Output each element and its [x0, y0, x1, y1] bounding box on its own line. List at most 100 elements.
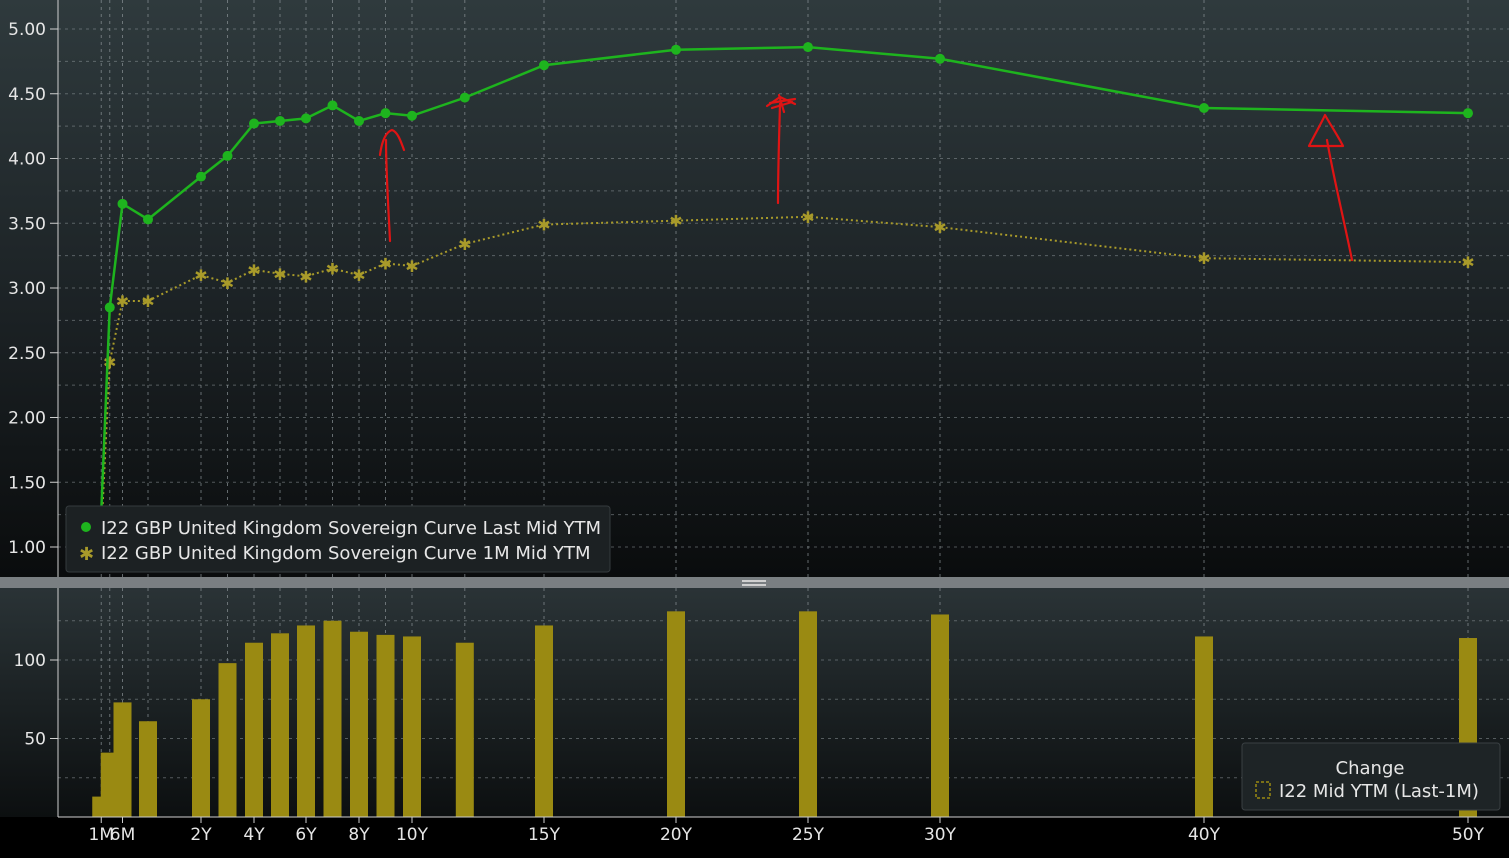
- series-1m-point: ✱: [247, 261, 260, 280]
- series-lines: ✱✱✱✱✱✱✱✱✱✱✱✱✱✱✱✱✱✱✱✱: [95, 42, 1475, 544]
- series-1m-point: ✱: [1461, 253, 1474, 272]
- series-last-point: [249, 118, 259, 129]
- annotation-arrow-stroke: [776, 102, 782, 205]
- annotation-arrow-stroke: [768, 93, 797, 114]
- series-1m-point: ✱: [221, 274, 234, 293]
- bar-legend: Change I22 Mid YTM (Last-1M): [1241, 742, 1501, 811]
- change-bar: [218, 663, 237, 817]
- series-1m-point: ✱: [299, 267, 312, 286]
- series-last-point: [935, 53, 945, 64]
- change-bar: [376, 634, 395, 817]
- series-last-line: [100, 45, 1469, 513]
- bar-legend-box: [1241, 742, 1501, 811]
- line-legend-box: [65, 505, 611, 573]
- annotation-layer: [378, 93, 1354, 262]
- change-bar: [139, 721, 157, 817]
- change-bar: [245, 642, 263, 817]
- bar-legend-label: I22 Mid YTM (Last-1M): [1279, 781, 1479, 802]
- change-bar: [271, 633, 289, 817]
- change-bar: [1195, 636, 1213, 817]
- top-gridlines: [58, 0, 1509, 577]
- series-last-point: [803, 42, 813, 53]
- series-last-point: [407, 110, 417, 121]
- x-tick-label: 30Y: [924, 825, 957, 845]
- divider-grip[interactable]: [742, 580, 766, 582]
- change-bar: [535, 625, 553, 817]
- x-tick-label: 8Y: [348, 825, 370, 845]
- change-bar: [403, 636, 421, 817]
- top-ytick-label: 3.00: [8, 279, 46, 299]
- series-last-point: [143, 214, 153, 225]
- series-1m-point: ✱: [352, 266, 365, 285]
- change-bar: [192, 699, 210, 817]
- series-last-point: [1199, 102, 1209, 113]
- change-bar: [297, 625, 315, 817]
- x-tick-label: 1M: [89, 825, 114, 845]
- series-last-point: [539, 60, 549, 71]
- x-tick-label: 10Y: [396, 825, 429, 845]
- change-bars: [92, 611, 1477, 817]
- legend-marker-last: [81, 522, 91, 532]
- bottom-ytick-label: 100: [14, 651, 46, 671]
- series-last-point: [354, 115, 364, 126]
- series-1m-point: ✱: [273, 265, 286, 284]
- series-last-point: [671, 44, 681, 55]
- series-1m-point: ✱: [669, 212, 682, 231]
- legend-label-1m: I22 GBP United Kingdom Sovereign Curve 1…: [101, 543, 591, 564]
- series-1m-point: ✱: [933, 218, 946, 237]
- series-last-point: [327, 100, 338, 111]
- series-1m-point: ✱: [458, 235, 471, 254]
- annotation-arrow-stroke: [1325, 138, 1354, 262]
- divider-bar[interactable]: [0, 577, 1509, 588]
- series-last-point: [459, 92, 470, 103]
- bottom-y-axis: 50 100: [14, 651, 58, 750]
- top-ytick-label: 4.00: [8, 150, 46, 170]
- x-tick-label: 2Y: [190, 825, 212, 845]
- line-legend: I22 GBP United Kingdom Sovereign Curve L…: [65, 505, 611, 573]
- annotation-arrow-stroke: [384, 138, 392, 243]
- divider-grip-2[interactable]: [742, 584, 766, 586]
- bar-legend-swatch: [1255, 781, 1271, 799]
- series-1m-point: ✱: [103, 353, 116, 372]
- top-y-axis: 1.00 1.50 2.00 2.50 3.00 3.50 4.00 4.50 5.00: [8, 20, 58, 558]
- change-bar: [323, 620, 342, 817]
- change-bar: [799, 611, 817, 817]
- change-bar: [931, 614, 949, 817]
- x-tick-label: 20Y: [660, 825, 693, 845]
- series-1m-point: ✱: [141, 292, 154, 311]
- panel-divider[interactable]: [0, 577, 1509, 588]
- top-ytick-label: 4.50: [8, 85, 46, 105]
- x-tick-label: 40Y: [1188, 825, 1221, 845]
- change-bar: [667, 611, 685, 817]
- top-ytick-label: 1.50: [8, 473, 46, 493]
- series-last-point: [196, 171, 206, 182]
- top-ytick-label: 3.50: [8, 214, 46, 234]
- series-1m-point: ✱: [1197, 249, 1210, 268]
- series-1m-point: ✱: [537, 216, 550, 235]
- series-last-point: [380, 108, 391, 119]
- x-tick-label: 4Y: [243, 825, 265, 845]
- x-tick-label: 6M: [110, 825, 135, 845]
- series-1m-point: ✱: [379, 254, 392, 273]
- annotation-arrow-stroke: [378, 128, 406, 157]
- series-last-point: [117, 198, 128, 209]
- bottom-ytick-label: 50: [24, 730, 46, 750]
- change-bar: [350, 631, 368, 817]
- x-tick-label: 25Y: [792, 825, 825, 845]
- x-tick-label: 6Y: [295, 825, 317, 845]
- top-ytick-label: 1.00: [8, 538, 46, 558]
- legend-label-last: I22 GBP United Kingdom Sovereign Curve L…: [101, 518, 601, 539]
- change-bar: [113, 702, 132, 817]
- top-ytick-label: 2.50: [8, 344, 46, 364]
- series-last-point: [104, 302, 115, 313]
- series-last-point: [275, 115, 285, 126]
- series-1m-point: ✱: [194, 266, 207, 285]
- annotation-arrow-stroke: [1307, 113, 1345, 148]
- series-1m-point: ✱: [801, 208, 814, 227]
- change-bar: [455, 642, 474, 817]
- series-1m-point: ✱: [405, 257, 418, 276]
